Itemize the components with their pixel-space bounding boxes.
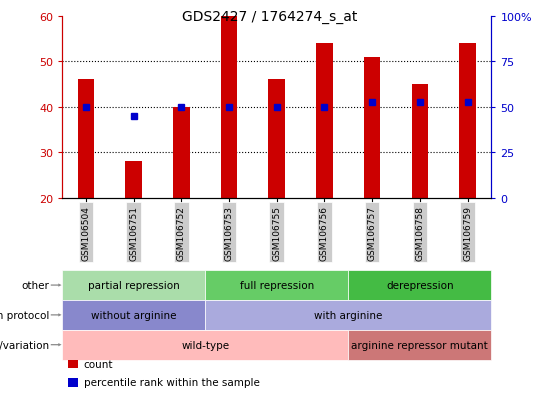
Text: wild-type: wild-type <box>181 340 230 350</box>
Bar <box>268 80 285 198</box>
Text: genotype/variation: genotype/variation <box>0 340 50 350</box>
Text: other: other <box>22 280 50 290</box>
Bar <box>173 107 190 198</box>
Bar <box>125 162 142 198</box>
Text: count: count <box>84 359 113 369</box>
Text: GDS2427 / 1764274_s_at: GDS2427 / 1764274_s_at <box>183 10 357 24</box>
Text: percentile rank within the sample: percentile rank within the sample <box>84 377 260 387</box>
Text: without arginine: without arginine <box>91 310 177 320</box>
Text: full repression: full repression <box>240 280 314 290</box>
Bar <box>364 57 381 198</box>
Text: with arginine: with arginine <box>314 310 382 320</box>
Text: derepression: derepression <box>386 280 454 290</box>
Bar <box>411 85 428 198</box>
Bar <box>316 44 333 198</box>
Text: arginine repressor mutant: arginine repressor mutant <box>352 340 488 350</box>
Text: growth protocol: growth protocol <box>0 310 50 320</box>
Text: partial repression: partial repression <box>88 280 179 290</box>
Bar <box>221 17 238 198</box>
Bar <box>78 80 94 198</box>
Bar <box>459 44 476 198</box>
